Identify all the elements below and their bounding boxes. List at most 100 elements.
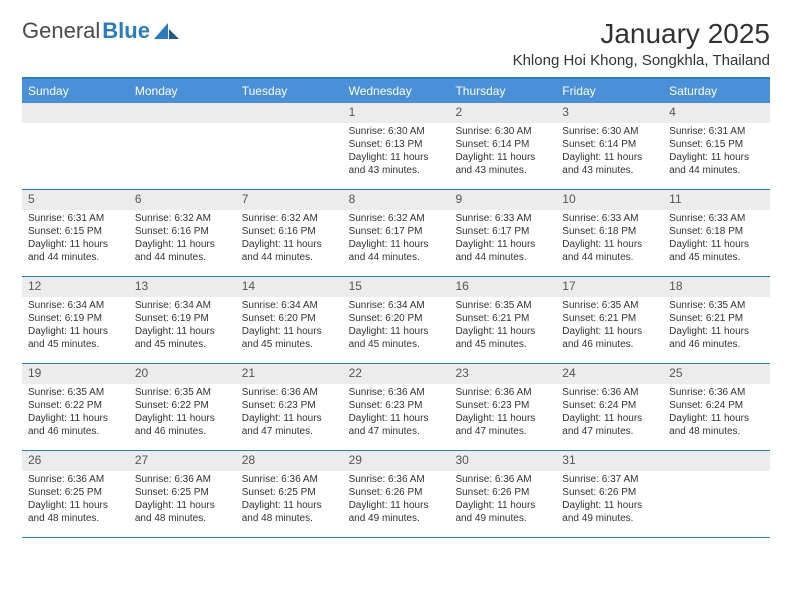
calendar-week-row: 26Sunrise: 6:36 AMSunset: 6:25 PMDayligh… <box>22 451 770 538</box>
day-number <box>663 451 770 471</box>
daylight-line: Daylight: 11 hours and 46 minutes. <box>669 325 764 351</box>
sunset-line: Sunset: 6:24 PM <box>562 399 657 412</box>
daylight-line: Daylight: 11 hours and 46 minutes. <box>135 412 230 438</box>
calendar-day-cell: 5Sunrise: 6:31 AMSunset: 6:15 PMDaylight… <box>22 190 129 276</box>
daylight-line: Daylight: 11 hours and 47 minutes. <box>349 412 444 438</box>
daylight-line: Daylight: 11 hours and 46 minutes. <box>28 412 123 438</box>
sunset-line: Sunset: 6:26 PM <box>455 486 550 499</box>
sunset-line: Sunset: 6:14 PM <box>562 138 657 151</box>
sunrise-line: Sunrise: 6:32 AM <box>242 212 337 225</box>
calendar-week-row: 12Sunrise: 6:34 AMSunset: 6:19 PMDayligh… <box>22 277 770 364</box>
logo-text-general: General <box>22 18 100 44</box>
sunset-line: Sunset: 6:20 PM <box>349 312 444 325</box>
day-number: 31 <box>556 451 663 471</box>
daylight-line: Daylight: 11 hours and 48 minutes. <box>28 499 123 525</box>
day-number: 1 <box>343 103 450 123</box>
day-number: 17 <box>556 277 663 297</box>
daylight-line: Daylight: 11 hours and 48 minutes. <box>135 499 230 525</box>
calendar-day-cell: 22Sunrise: 6:36 AMSunset: 6:23 PMDayligh… <box>343 364 450 450</box>
sunset-line: Sunset: 6:16 PM <box>242 225 337 238</box>
day-detail: Sunrise: 6:30 AMSunset: 6:13 PMDaylight:… <box>343 123 450 181</box>
daylight-line: Daylight: 11 hours and 45 minutes. <box>242 325 337 351</box>
calendar-week-row: 1Sunrise: 6:30 AMSunset: 6:13 PMDaylight… <box>22 103 770 190</box>
daylight-line: Daylight: 11 hours and 49 minutes. <box>455 499 550 525</box>
daylight-line: Daylight: 11 hours and 44 minutes. <box>28 238 123 264</box>
day-detail: Sunrise: 6:33 AMSunset: 6:17 PMDaylight:… <box>449 210 556 268</box>
calendar-day-cell: 1Sunrise: 6:30 AMSunset: 6:13 PMDaylight… <box>343 103 450 189</box>
sunset-line: Sunset: 6:24 PM <box>669 399 764 412</box>
day-number: 25 <box>663 364 770 384</box>
sunset-line: Sunset: 6:15 PM <box>669 138 764 151</box>
sunrise-line: Sunrise: 6:30 AM <box>349 125 444 138</box>
calendar-day-cell: 11Sunrise: 6:33 AMSunset: 6:18 PMDayligh… <box>663 190 770 276</box>
day-detail: Sunrise: 6:36 AMSunset: 6:24 PMDaylight:… <box>556 384 663 442</box>
day-detail: Sunrise: 6:36 AMSunset: 6:23 PMDaylight:… <box>236 384 343 442</box>
weekday-header-cell: Sunday <box>22 79 129 103</box>
logo-text-blue: Blue <box>102 18 150 44</box>
daylight-line: Daylight: 11 hours and 43 minutes. <box>349 151 444 177</box>
calendar-day-cell: 20Sunrise: 6:35 AMSunset: 6:22 PMDayligh… <box>129 364 236 450</box>
daylight-line: Daylight: 11 hours and 45 minutes. <box>135 325 230 351</box>
calendar-week-row: 5Sunrise: 6:31 AMSunset: 6:15 PMDaylight… <box>22 190 770 277</box>
sunrise-line: Sunrise: 6:36 AM <box>349 473 444 486</box>
day-number: 2 <box>449 103 556 123</box>
weekday-header-cell: Wednesday <box>343 79 450 103</box>
sunrise-line: Sunrise: 6:35 AM <box>669 299 764 312</box>
sunrise-line: Sunrise: 6:36 AM <box>455 386 550 399</box>
calendar-day-cell: 29Sunrise: 6:36 AMSunset: 6:26 PMDayligh… <box>343 451 450 537</box>
sunset-line: Sunset: 6:26 PM <box>562 486 657 499</box>
sunrise-line: Sunrise: 6:31 AM <box>669 125 764 138</box>
calendar-day-cell: 19Sunrise: 6:35 AMSunset: 6:22 PMDayligh… <box>22 364 129 450</box>
calendar-day-cell: 7Sunrise: 6:32 AMSunset: 6:16 PMDaylight… <box>236 190 343 276</box>
title-block: January 2025 Khlong Hoi Khong, Songkhla,… <box>513 18 770 69</box>
sunset-line: Sunset: 6:18 PM <box>669 225 764 238</box>
calendar-day-cell: 9Sunrise: 6:33 AMSunset: 6:17 PMDaylight… <box>449 190 556 276</box>
daylight-line: Daylight: 11 hours and 44 minutes. <box>562 238 657 264</box>
sunset-line: Sunset: 6:18 PM <box>562 225 657 238</box>
daylight-line: Daylight: 11 hours and 48 minutes. <box>242 499 337 525</box>
sunset-line: Sunset: 6:25 PM <box>242 486 337 499</box>
day-number: 28 <box>236 451 343 471</box>
sunrise-line: Sunrise: 6:35 AM <box>455 299 550 312</box>
sunset-line: Sunset: 6:22 PM <box>135 399 230 412</box>
sunrise-line: Sunrise: 6:36 AM <box>242 386 337 399</box>
day-detail: Sunrise: 6:36 AMSunset: 6:23 PMDaylight:… <box>343 384 450 442</box>
calendar-day-cell: 26Sunrise: 6:36 AMSunset: 6:25 PMDayligh… <box>22 451 129 537</box>
day-detail: Sunrise: 6:35 AMSunset: 6:22 PMDaylight:… <box>129 384 236 442</box>
day-detail: Sunrise: 6:30 AMSunset: 6:14 PMDaylight:… <box>449 123 556 181</box>
sunset-line: Sunset: 6:25 PM <box>135 486 230 499</box>
sunrise-line: Sunrise: 6:32 AM <box>135 212 230 225</box>
day-detail: Sunrise: 6:36 AMSunset: 6:25 PMDaylight:… <box>129 471 236 529</box>
sunset-line: Sunset: 6:19 PM <box>28 312 123 325</box>
sunrise-line: Sunrise: 6:36 AM <box>135 473 230 486</box>
sunset-line: Sunset: 6:14 PM <box>455 138 550 151</box>
sunrise-line: Sunrise: 6:35 AM <box>562 299 657 312</box>
day-detail <box>129 123 236 183</box>
day-detail: Sunrise: 6:34 AMSunset: 6:20 PMDaylight:… <box>343 297 450 355</box>
sunrise-line: Sunrise: 6:33 AM <box>455 212 550 225</box>
day-number: 8 <box>343 190 450 210</box>
sunset-line: Sunset: 6:21 PM <box>669 312 764 325</box>
location-text: Khlong Hoi Khong, Songkhla, Thailand <box>513 52 770 69</box>
sunrise-line: Sunrise: 6:31 AM <box>28 212 123 225</box>
day-number: 21 <box>236 364 343 384</box>
day-detail: Sunrise: 6:37 AMSunset: 6:26 PMDaylight:… <box>556 471 663 529</box>
sunrise-line: Sunrise: 6:35 AM <box>135 386 230 399</box>
calendar-day-cell: 17Sunrise: 6:35 AMSunset: 6:21 PMDayligh… <box>556 277 663 363</box>
daylight-line: Daylight: 11 hours and 48 minutes. <box>669 412 764 438</box>
sunrise-line: Sunrise: 6:37 AM <box>562 473 657 486</box>
calendar-day-cell: 2Sunrise: 6:30 AMSunset: 6:14 PMDaylight… <box>449 103 556 189</box>
calendar-day-cell: 8Sunrise: 6:32 AMSunset: 6:17 PMDaylight… <box>343 190 450 276</box>
calendar-day-cell: 14Sunrise: 6:34 AMSunset: 6:20 PMDayligh… <box>236 277 343 363</box>
day-number: 16 <box>449 277 556 297</box>
daylight-line: Daylight: 11 hours and 45 minutes. <box>669 238 764 264</box>
day-detail: Sunrise: 6:35 AMSunset: 6:21 PMDaylight:… <box>663 297 770 355</box>
daylight-line: Daylight: 11 hours and 44 minutes. <box>669 151 764 177</box>
day-number: 14 <box>236 277 343 297</box>
calendar-body: 1Sunrise: 6:30 AMSunset: 6:13 PMDaylight… <box>22 103 770 538</box>
day-number <box>129 103 236 123</box>
day-detail <box>22 123 129 183</box>
calendar: SundayMondayTuesdayWednesdayThursdayFrid… <box>22 77 770 538</box>
day-detail: Sunrise: 6:36 AMSunset: 6:25 PMDaylight:… <box>236 471 343 529</box>
sunset-line: Sunset: 6:19 PM <box>135 312 230 325</box>
